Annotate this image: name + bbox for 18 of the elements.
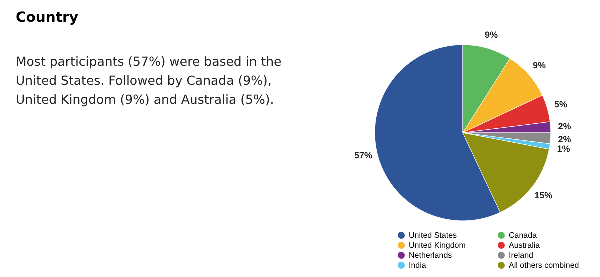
text: Most participants (57%) were based in the United States. Followed by Canada (9%), United Kingdom (9%) and Australia (5%). — [16, 53, 283, 109]
data-label: 5% — [554, 100, 568, 110]
legend-label: Netherlands — [409, 250, 452, 260]
data-label: 2% — [558, 134, 572, 144]
data-label: 1% — [557, 144, 570, 154]
data-label: 57% — [354, 150, 372, 160]
legend-label: Australia — [509, 240, 540, 250]
data-label: 9% — [533, 60, 546, 71]
legend-label: United States — [409, 230, 458, 240]
legend-label: United Kingdom — [409, 240, 466, 250]
text: Country — [16, 10, 79, 26]
legend-label: Canada — [509, 230, 538, 240]
data-label: 9% — [484, 30, 498, 40]
data-label: 15% — [534, 190, 553, 201]
data-label: 2% — [558, 122, 572, 132]
legend-label: Ireland — [509, 250, 534, 260]
legend-label: India — [409, 260, 426, 270]
legend-label: All others combined — [509, 260, 580, 270]
